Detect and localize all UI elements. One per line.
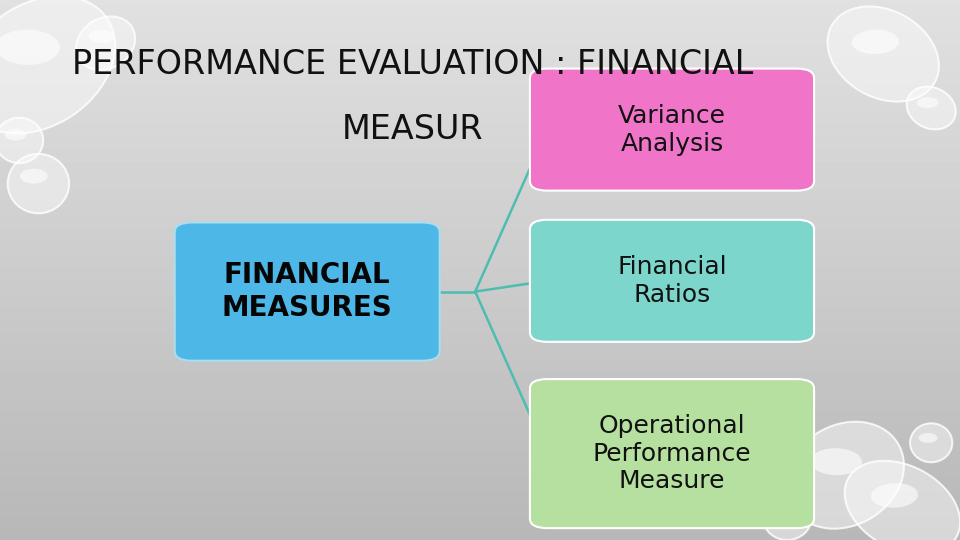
Ellipse shape [906,86,956,130]
Ellipse shape [763,497,811,540]
Ellipse shape [810,448,862,475]
Ellipse shape [88,30,114,43]
Text: PERFORMANCE EVALUATION : FINANCIAL: PERFORMANCE EVALUATION : FINANCIAL [72,48,754,82]
FancyBboxPatch shape [175,222,440,361]
Ellipse shape [845,461,960,540]
FancyBboxPatch shape [530,379,814,528]
Text: Operational
Performance
Measure: Operational Performance Measure [592,414,752,494]
Ellipse shape [917,97,938,108]
Ellipse shape [0,30,60,65]
Ellipse shape [910,423,952,462]
Ellipse shape [871,483,918,508]
Text: Financial
Ratios: Financial Ratios [617,255,727,307]
FancyBboxPatch shape [530,220,814,342]
Ellipse shape [0,0,115,133]
Ellipse shape [919,433,938,443]
Ellipse shape [785,422,904,529]
Text: FINANCIAL
MEASURES: FINANCIAL MEASURES [222,261,393,322]
Ellipse shape [76,16,135,70]
FancyBboxPatch shape [530,69,814,191]
Text: MEASUR: MEASUR [342,113,484,146]
Ellipse shape [828,6,939,102]
Ellipse shape [20,168,48,184]
Ellipse shape [0,118,43,163]
Ellipse shape [852,30,899,54]
Ellipse shape [8,154,69,213]
Text: Variance
Analysis: Variance Analysis [618,104,726,156]
Ellipse shape [5,129,27,140]
Ellipse shape [773,508,794,518]
